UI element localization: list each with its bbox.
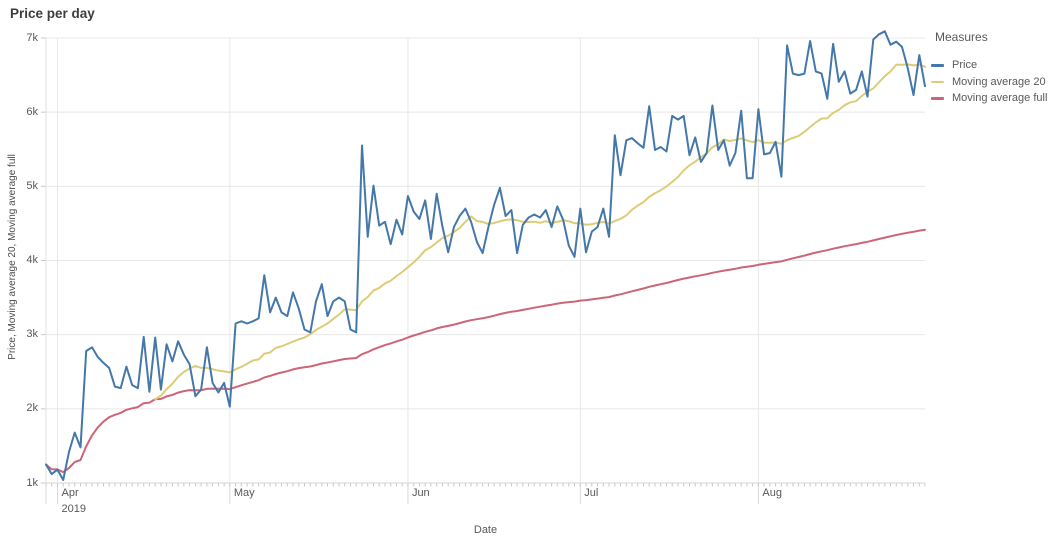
legend: Measures Price Moving average 20 Moving … (929, 30, 1048, 107)
y-tick-label: 3k (26, 328, 38, 341)
legend-label-moving-average-20: Moving average 20 (952, 75, 1046, 88)
y-tick-label: 4k (26, 254, 38, 266)
moving-average-full-line[interactable] (45, 228, 926, 474)
legend-item-moving-average-full: Moving average full (931, 90, 1048, 107)
x-axis-year-label: 2019 (61, 503, 86, 515)
x-axis-title: Date (473, 524, 498, 536)
y-tick-label: 1k (26, 476, 38, 489)
chart-title: Price per day (10, 6, 95, 21)
x-tick-label: Jun (411, 487, 430, 499)
x-tick-label: Jul (584, 487, 599, 499)
moving-average-20-swatch (931, 80, 944, 83)
x-tick-label: Apr (61, 487, 79, 499)
price-line[interactable] (45, 30, 926, 481)
y-tick-label: 6k (26, 105, 38, 118)
x-tick-label: May (233, 487, 255, 499)
legend-label-moving-average-full: Moving average full (952, 92, 1048, 105)
moving-average-full-swatch (931, 97, 944, 100)
moving-average-20-line[interactable] (154, 63, 926, 401)
legend-item-moving-average-20: Moving average 20 (931, 74, 1046, 91)
day-ticks (45, 483, 926, 487)
x-tick-label: Aug (762, 487, 782, 499)
legend-title: Measures (935, 30, 988, 44)
legend-label-price: Price (952, 59, 978, 72)
y-tick-label: 2k (26, 402, 38, 415)
price-line-swatch (931, 64, 944, 67)
legend-item-price: Price (931, 57, 1045, 74)
y-tick-label: 5k (26, 179, 38, 192)
y-tick-label: 7k (26, 31, 38, 44)
